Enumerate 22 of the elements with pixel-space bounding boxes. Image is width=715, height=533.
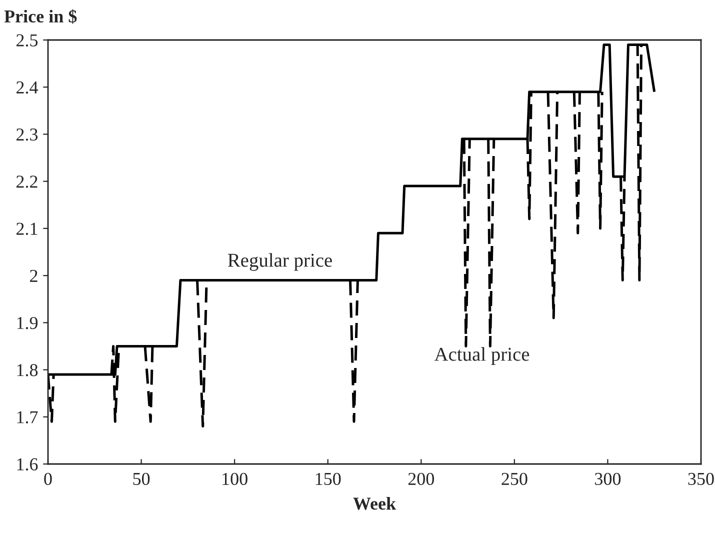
y-axis-title: Price in $ — [4, 9, 77, 24]
y-tick-label: 1.7 — [17, 411, 38, 424]
y-tick-label: 1.6 — [17, 458, 38, 471]
annotation: Regular price — [228, 253, 332, 271]
y-tick-label: 2.5 — [16, 34, 38, 47]
x-tick-label: 250 — [502, 472, 528, 486]
x-tick-label: 350 — [688, 472, 714, 486]
x-tick-label: 0 — [44, 472, 52, 486]
x-tick-label: 150 — [316, 472, 341, 486]
y-tick-label: 1.8 — [17, 364, 38, 376]
x-tick-label: 200 — [408, 472, 434, 486]
y-tick-label: 1.9 — [17, 316, 38, 330]
y-tick-label: 2.4 — [16, 81, 38, 94]
y-tick-label: 2.1 — [16, 222, 38, 235]
y-tick-label: 2.3 — [16, 128, 38, 141]
x-axis-title: Week — [353, 497, 396, 510]
y-tick-label: 2 — [30, 270, 38, 282]
x-tick-label: 50 — [133, 472, 150, 486]
y-tick-label: 2.2 — [16, 176, 38, 188]
annotation: Actual price — [434, 347, 530, 365]
x-tick-label: 100 — [222, 472, 248, 486]
x-tick-label: 300 — [595, 472, 621, 486]
